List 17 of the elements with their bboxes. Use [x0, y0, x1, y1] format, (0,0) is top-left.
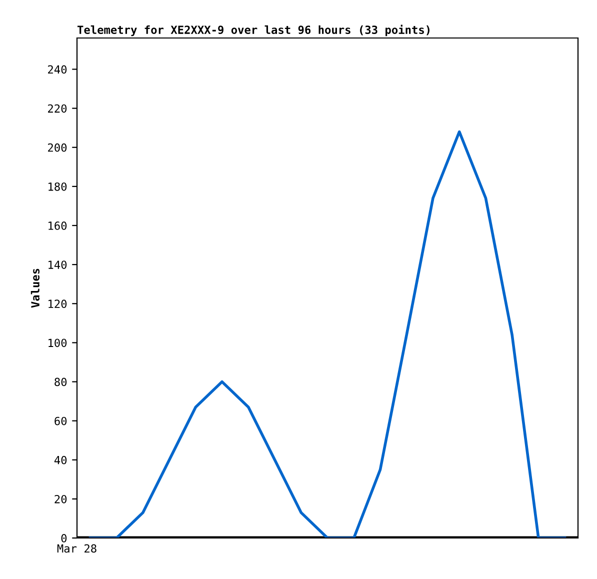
y-tick-label: 160: [48, 222, 67, 230]
y-tick-label: 40: [54, 456, 67, 464]
y-tick-label: 0: [61, 534, 67, 542]
text: Mar 28: [57, 544, 96, 553]
y-tick-label: 20: [54, 494, 67, 504]
y-tick-label: 140: [48, 260, 67, 269]
y-tick-label: 240: [48, 65, 67, 74]
line-series: [88, 130, 566, 538]
y-tick-label: 100: [48, 338, 67, 348]
y-tick-label: 120: [48, 300, 67, 308]
y-tick-label: 220: [48, 104, 67, 113]
chart-title: Telemetry for XE2XXX-9 over last 96 hours (33 points): [77, 24, 430, 36]
y-tick-label: 200: [48, 143, 67, 152]
y-tick-label: 180: [48, 182, 67, 191]
y-axis-title: Values: [30, 268, 40, 308]
y-tick-label: 80: [54, 378, 67, 386]
y-tick-label: 60: [54, 416, 67, 426]
